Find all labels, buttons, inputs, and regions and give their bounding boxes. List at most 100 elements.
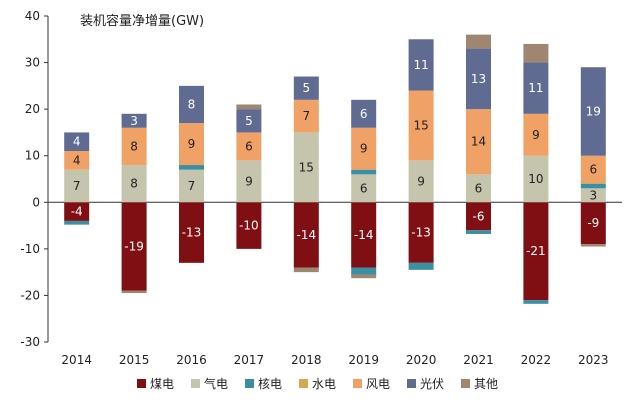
x-tick-label: 2016 <box>176 353 207 367</box>
bar-风电 <box>236 132 262 161</box>
legend-label: 其他 <box>474 377 498 391</box>
bar-煤电 <box>351 202 377 268</box>
bar-其他 <box>351 274 377 279</box>
bar-煤电 <box>466 202 491 231</box>
legend-label: 光伏 <box>420 377 444 391</box>
legend-swatch <box>407 379 416 388</box>
bar-核电 <box>580 183 606 189</box>
bar-煤电 <box>64 202 90 221</box>
bar-value-label: 7 <box>188 179 196 193</box>
bar-value-label: 9 <box>188 137 196 151</box>
bar-value-label: -10 <box>239 219 259 233</box>
bar-其他 <box>293 267 319 273</box>
bar-value-label: 7 <box>73 179 81 193</box>
bar-煤电 <box>580 202 606 245</box>
x-tick-label: 2019 <box>348 353 379 367</box>
bar-风电 <box>351 127 377 170</box>
bar-风电 <box>466 109 491 175</box>
bar-value-label: 5 <box>302 81 310 95</box>
bar-气电 <box>580 188 606 203</box>
legend-swatch <box>245 379 254 388</box>
bar-value-label: 8 <box>188 97 196 111</box>
bar-煤电 <box>408 202 434 263</box>
bar-气电 <box>236 160 262 203</box>
bar-value-label: -14 <box>296 228 316 242</box>
bar-风电 <box>580 155 606 184</box>
bar-value-label: -19 <box>124 240 144 254</box>
bar-煤电 <box>523 202 549 301</box>
x-tick-label: 2020 <box>406 353 437 367</box>
bar-value-label: 7 <box>302 109 310 123</box>
legend-label: 核电 <box>258 377 282 391</box>
x-tick-label: 2018 <box>291 353 322 367</box>
bar-风电 <box>408 90 434 161</box>
bar-气电 <box>179 169 204 203</box>
bar-光伏 <box>408 39 434 91</box>
bar-value-label: 6 <box>475 181 483 195</box>
y-tick-label: -30 <box>20 335 40 349</box>
y-tick-label: -10 <box>20 242 40 256</box>
bar-光伏 <box>64 132 90 152</box>
bar-value-label: 11 <box>413 58 428 72</box>
bar-value-label: -13 <box>411 226 431 240</box>
bar-value-label: -13 <box>182 226 202 240</box>
bar-风电 <box>523 113 549 156</box>
bar-气电 <box>121 165 147 203</box>
bar-光伏 <box>466 48 491 110</box>
bar-value-label: 9 <box>532 128 540 142</box>
bar-value-label: 3 <box>130 114 138 128</box>
bar-风电 <box>293 99 319 133</box>
bar-核电 <box>466 230 491 234</box>
bar-煤电 <box>179 202 204 263</box>
bar-value-label: 8 <box>130 139 138 153</box>
bar-核电 <box>64 220 90 225</box>
y-tick-label: 20 <box>25 102 40 116</box>
bar-value-label: 9 <box>245 174 253 188</box>
y-tick-label: 10 <box>25 149 40 163</box>
bar-value-label: 8 <box>130 177 138 191</box>
bar-风电 <box>121 127 147 166</box>
y-tick-label: 30 <box>25 56 40 70</box>
y-tick-label: 0 <box>32 195 40 209</box>
bar-核电 <box>351 267 377 275</box>
bar-value-label: 6 <box>360 107 368 121</box>
bar-光伏 <box>293 76 319 100</box>
legend-label: 气电 <box>204 376 228 391</box>
x-tick-label: 2015 <box>119 353 150 367</box>
bar-煤电 <box>293 202 319 268</box>
bar-value-label: 5 <box>245 114 253 128</box>
y-tick-label: 40 <box>25 9 40 23</box>
x-tick-label: 2022 <box>521 353 552 367</box>
legend: 煤电 气电 核电 水电 风电 光伏 其他 <box>137 376 498 391</box>
bar-value-label: 6 <box>360 181 368 195</box>
bar-煤电 <box>236 202 262 249</box>
bar-value-label: 6 <box>245 139 253 153</box>
bar-value-label: 13 <box>471 72 486 86</box>
bar-value-label: 10 <box>528 172 543 186</box>
bar-光伏 <box>179 85 204 124</box>
bar-气电 <box>523 155 549 203</box>
bar-value-label: 4 <box>73 153 81 167</box>
bar-核电 <box>179 165 204 170</box>
x-tick-label: 2023 <box>578 353 609 367</box>
bar-其他 <box>466 34 491 49</box>
bar-核电 <box>523 300 549 304</box>
chart-title: 装机容量净增量(GW) <box>80 13 204 29</box>
bar-value-label: 4 <box>73 135 81 149</box>
bar-气电 <box>293 132 319 203</box>
bars <box>64 34 606 304</box>
bar-气电 <box>64 169 90 203</box>
legend-label: 风电 <box>366 377 390 391</box>
bar-其他 <box>236 104 262 110</box>
bar-value-label: 11 <box>528 81 543 95</box>
legend-swatch <box>137 379 146 388</box>
bar-value-label: 14 <box>471 135 486 149</box>
bar-value-label: 9 <box>417 174 425 188</box>
bar-value-label: 6 <box>589 163 597 177</box>
y-tick-label: -20 <box>20 288 40 302</box>
x-tick-label: 2014 <box>61 353 92 367</box>
legend-swatch <box>461 379 470 388</box>
bar-value-label: 19 <box>586 104 601 118</box>
bar-value-label: -14 <box>354 228 374 242</box>
